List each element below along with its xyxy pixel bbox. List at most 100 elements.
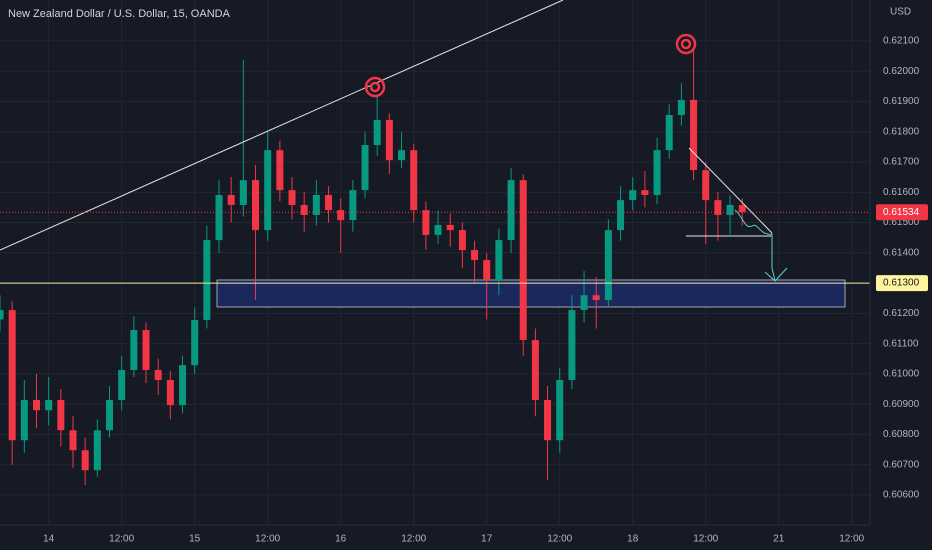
x-tick-label: 17 xyxy=(481,534,493,545)
x-tick-label: 12:00 xyxy=(839,534,864,545)
candle-body xyxy=(227,194,235,205)
y-tick-label: 0.60900 xyxy=(883,399,920,410)
candle-body xyxy=(106,399,114,431)
y-tick-label: 0.61900 xyxy=(883,96,920,107)
y-tick-label: 0.61500 xyxy=(883,217,920,228)
x-tick-label: 12:00 xyxy=(109,534,134,545)
candle-body xyxy=(118,369,126,400)
candle-body xyxy=(373,119,381,146)
y-tick-label: 0.61800 xyxy=(883,126,920,137)
candle-body xyxy=(726,204,734,215)
candle-body xyxy=(495,240,503,281)
candle-body xyxy=(592,295,600,301)
price-axis xyxy=(870,0,932,550)
candle-body xyxy=(361,145,369,191)
y-tick-label: 0.61200 xyxy=(883,308,920,319)
candle-body xyxy=(179,365,187,406)
price-lines xyxy=(0,211,870,284)
y-tick-label: 0.61700 xyxy=(883,157,920,168)
candle-body xyxy=(45,399,53,411)
candle-body xyxy=(81,450,89,471)
level-badge xyxy=(876,275,928,292)
y-tick-label: 0.60800 xyxy=(883,429,920,440)
candle-body xyxy=(325,194,333,211)
candle-body xyxy=(604,230,612,301)
y-tick-label: 0.61400 xyxy=(883,247,920,258)
candle-body xyxy=(398,150,406,161)
candle-body xyxy=(641,190,649,195)
x-tick-label: 15 xyxy=(189,534,201,545)
candle-body xyxy=(142,330,150,370)
last-price-label: 0.61534 xyxy=(883,207,920,218)
y-tick-label: 0.61100 xyxy=(883,338,919,349)
time-axis xyxy=(0,525,932,550)
candle-body xyxy=(154,369,162,380)
candle-body xyxy=(276,150,284,191)
trendline xyxy=(0,0,564,251)
candles xyxy=(0,49,746,486)
candle-body xyxy=(446,224,454,231)
x-tick-label: 16 xyxy=(335,534,347,545)
target-1 xyxy=(364,76,386,98)
y-tick-label: 0.60700 xyxy=(883,459,920,470)
candle-body xyxy=(556,379,564,441)
candle-body xyxy=(617,200,625,231)
candle-body xyxy=(410,150,418,211)
x-tick-label: 12:00 xyxy=(547,534,572,545)
candle-body xyxy=(312,194,320,215)
candle-body xyxy=(215,194,223,241)
candle-body xyxy=(677,99,685,116)
candle-body xyxy=(653,150,661,195)
chart-title: New Zealand Dollar / U.S. Dollar, 15, OA… xyxy=(8,8,231,20)
candle-body xyxy=(422,210,430,235)
candle-body xyxy=(690,99,698,171)
candle-body xyxy=(519,180,527,341)
y-tick-label: 0.62100 xyxy=(883,36,920,47)
y-tick-label: 0.60600 xyxy=(883,490,920,501)
candle-body xyxy=(252,180,260,231)
candle-body xyxy=(57,399,65,431)
candle-body xyxy=(349,190,357,221)
candle-body xyxy=(434,224,442,235)
candle-body xyxy=(458,230,466,251)
candle-body xyxy=(471,250,479,261)
candle-body xyxy=(33,399,41,411)
candle-body xyxy=(264,150,272,231)
candle-body xyxy=(166,379,174,406)
candle-body xyxy=(385,119,393,161)
y-tick-label: 0.62000 xyxy=(883,66,920,77)
x-tick-label: 14 xyxy=(43,534,55,545)
y-tick-label: 0.61600 xyxy=(883,187,920,198)
candle-body xyxy=(337,210,345,221)
candle-body xyxy=(0,310,4,320)
x-tick-label: 12:00 xyxy=(255,534,280,545)
candle-body xyxy=(69,430,77,451)
candle-body xyxy=(288,190,296,205)
triangle-upper xyxy=(688,147,773,234)
candle-body xyxy=(8,310,16,441)
x-tick-label: 12:00 xyxy=(401,534,426,545)
demand-zone xyxy=(216,279,846,308)
x-tick-label: 12:00 xyxy=(693,534,718,545)
candle-body xyxy=(130,330,138,370)
candle-body xyxy=(483,260,491,281)
candle-body xyxy=(507,180,515,241)
candle-body xyxy=(191,320,199,366)
candle-body xyxy=(203,240,211,321)
x-tick-label: 18 xyxy=(627,534,639,545)
currency: USD xyxy=(890,7,911,18)
last-price-badge xyxy=(876,204,928,221)
x-tick-label: 21 xyxy=(773,534,785,545)
candle-body xyxy=(20,399,28,441)
level-label: 0.61300 xyxy=(883,278,920,289)
candle-body xyxy=(738,204,746,213)
candle-body xyxy=(531,340,539,400)
candle-body xyxy=(702,170,710,201)
candle-body xyxy=(93,430,101,471)
candle-body xyxy=(580,295,588,311)
candle-body xyxy=(714,200,722,215)
candle-body xyxy=(665,115,673,151)
candle-body xyxy=(568,310,576,380)
